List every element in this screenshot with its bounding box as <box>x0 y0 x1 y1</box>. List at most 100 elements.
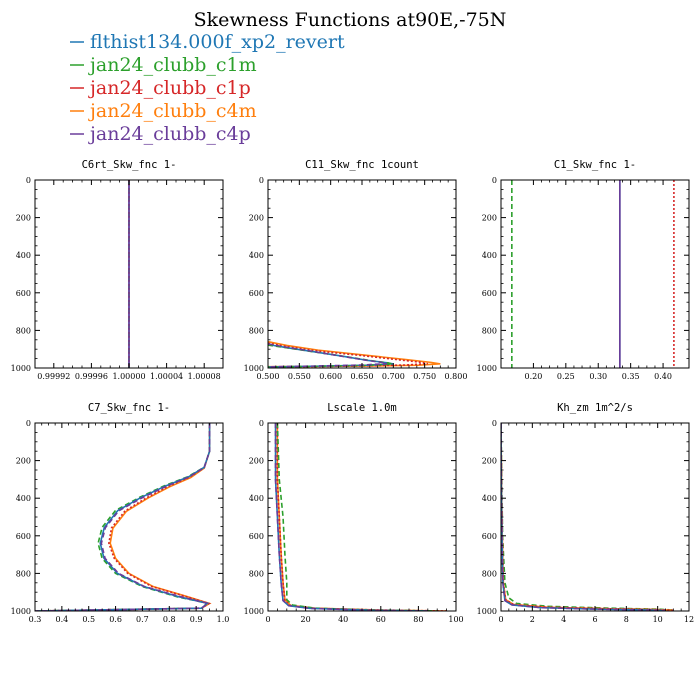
x-tick-label: 6 <box>592 615 597 624</box>
x-tick-label: 0.8 <box>163 615 176 624</box>
x-tick-label: 0.30 <box>589 372 607 381</box>
y-tick-label: 800 <box>482 326 497 335</box>
y-tick-label: 600 <box>249 532 264 541</box>
x-tick-label: 20 <box>301 615 311 624</box>
y-tick-label: 200 <box>249 214 264 223</box>
y-tick-label: 400 <box>16 494 31 503</box>
series-group <box>268 340 441 368</box>
x-tick-label: 2 <box>530 615 535 624</box>
y-tick-label: 0 <box>26 419 31 428</box>
x-tick-label: 0.40 <box>654 372 672 381</box>
y-tick-label: 0 <box>259 419 264 428</box>
legend-entry: flthist134.000f_xp2_revert <box>90 31 345 53</box>
x-tick-label: 8 <box>624 615 629 624</box>
legend-entry: jan24_clubb_c4p <box>88 123 251 145</box>
y-tick-label: 400 <box>16 251 31 260</box>
series-line-5 <box>274 423 428 611</box>
x-tick-label: 0 <box>498 615 503 624</box>
y-tick-label: 600 <box>16 289 31 298</box>
y-tick-label: 200 <box>249 457 264 466</box>
y-tick-label: 800 <box>482 569 497 578</box>
panel-title: C7_Skw_fnc 1- <box>88 402 170 414</box>
panel-title: C6rt_Skw_fnc 1- <box>82 159 177 171</box>
y-tick-label: 1000 <box>477 364 497 373</box>
x-tick-label: 0.750 <box>413 372 436 381</box>
y-tick-label: 1000 <box>11 607 31 616</box>
y-tick-label: 800 <box>249 326 264 335</box>
x-tick-label: 0.25 <box>557 372 575 381</box>
series-group <box>511 180 675 368</box>
series-group <box>274 423 447 611</box>
y-tick-label: 800 <box>16 569 31 578</box>
series-line-5 <box>35 423 211 611</box>
series-line-5 <box>268 343 388 368</box>
y-tick-label: 400 <box>482 251 497 260</box>
x-tick-label: 0.3 <box>29 615 42 624</box>
x-tick-label: 40 <box>338 615 348 624</box>
y-tick-label: 1000 <box>11 364 31 373</box>
x-tick-label: 0.500 <box>257 372 280 381</box>
x-tick-label: 0.550 <box>288 372 311 381</box>
x-tick-label: 0.35 <box>622 372 640 381</box>
x-tick-label: 0.6 <box>109 615 122 624</box>
x-tick-label: 0.4 <box>55 615 68 624</box>
x-tick-label: 0.800 <box>445 372 468 381</box>
y-tick-label: 600 <box>16 532 31 541</box>
y-tick-label: 600 <box>249 289 264 298</box>
x-tick-label: 1.0 <box>217 615 230 624</box>
figure-title: Skewness Functions at90E,-75N <box>194 9 507 31</box>
y-tick-label: 200 <box>16 214 31 223</box>
y-tick-label: 0 <box>259 176 264 185</box>
y-tick-label: 400 <box>249 251 264 260</box>
y-tick-label: 1000 <box>244 364 264 373</box>
y-tick-label: 0 <box>492 419 497 428</box>
series-line-2 <box>276 423 447 611</box>
series-group <box>35 423 212 611</box>
x-tick-label: 0 <box>265 615 270 624</box>
y-tick-label: 1000 <box>477 607 497 616</box>
x-tick-label: 0.600 <box>319 372 342 381</box>
panel-title: C1_Skw_fnc 1- <box>554 159 636 171</box>
y-tick-label: 1000 <box>244 607 264 616</box>
y-tick-label: 200 <box>16 457 31 466</box>
x-tick-label: 0.5 <box>82 615 95 624</box>
y-tick-label: 400 <box>249 494 264 503</box>
y-tick-label: 400 <box>482 494 497 503</box>
panel-title: Lscale 1.0m <box>327 402 397 414</box>
x-tick-label: 100 <box>448 615 463 624</box>
legend-entry: jan24_clubb_c4m <box>88 100 257 122</box>
x-tick-label: 0.99996 <box>75 372 108 381</box>
panel-1: C6rt_Skw_fnc 1- 0 200 400 600 800 1000 0.99992 0… <box>11 159 224 381</box>
x-tick-label: 0.99992 <box>37 372 70 381</box>
x-tick-label: 80 <box>413 615 423 624</box>
x-tick-label: 12 <box>684 615 694 624</box>
y-tick-label: 0 <box>26 176 31 185</box>
x-tick-label: 60 <box>376 615 386 624</box>
panel-title: Kh_zm 1m^2/s <box>557 402 633 414</box>
legend-entry: jan24_clubb_c1p <box>88 77 251 99</box>
x-tick-label: 0.650 <box>351 372 374 381</box>
y-tick-label: 800 <box>16 326 31 335</box>
x-tick-label: 0.9 <box>190 615 203 624</box>
y-tick-label: 200 <box>482 457 497 466</box>
x-tick-label: 1.00000 <box>112 372 145 381</box>
series-line-1 <box>268 340 441 368</box>
x-tick-label: 1.00004 <box>150 372 183 381</box>
panel-2: C11_Skw_fnc 1count 0 200 400 600 800 10000.500… <box>244 159 468 381</box>
legend-entry: jan24_clubb_c1m <box>88 54 257 76</box>
x-tick-label: 4 <box>561 615 566 624</box>
series-line-4 <box>35 423 211 611</box>
x-tick-label: 0.20 <box>525 372 543 381</box>
y-tick-label: 600 <box>482 532 497 541</box>
y-tick-label: 800 <box>249 569 264 578</box>
x-tick-label: 1.00008 <box>188 372 221 381</box>
panel-title: C11_Skw_fnc 1count <box>305 159 419 171</box>
series-line-2 <box>35 423 211 611</box>
x-tick-label: 10 <box>653 615 663 624</box>
